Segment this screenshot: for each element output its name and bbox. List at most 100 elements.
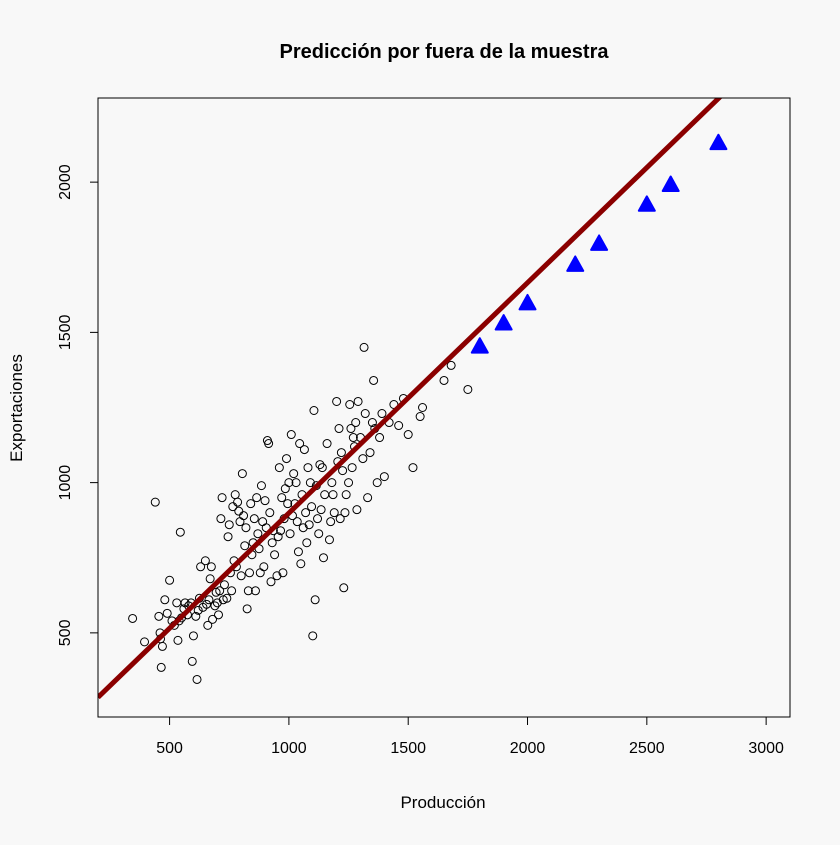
- data-point: [215, 586, 225, 596]
- data-point: [310, 595, 320, 605]
- data-point: [267, 538, 277, 548]
- data-point: [245, 568, 255, 578]
- x-tick-label: 2000: [510, 740, 546, 757]
- fit-line-layer: [98, 98, 723, 700]
- data-point: [329, 508, 339, 518]
- x-tick-label: 500: [156, 740, 183, 757]
- data-point: [206, 562, 216, 572]
- data-point: [352, 505, 362, 515]
- data-point: [128, 613, 138, 623]
- data-point: [369, 375, 379, 385]
- data-point: [216, 514, 226, 524]
- data-point: [336, 448, 346, 458]
- data-point: [334, 424, 344, 434]
- data-point: [344, 478, 354, 488]
- data-point: [360, 409, 370, 419]
- data-point: [272, 571, 282, 581]
- data-point: [214, 610, 224, 620]
- data-point: [239, 511, 249, 521]
- data-point: [252, 493, 262, 503]
- data-point: [270, 550, 280, 560]
- data-point: [156, 662, 166, 672]
- data-point: [296, 559, 306, 569]
- data-point: [358, 454, 368, 464]
- data-point: [439, 375, 449, 385]
- data-point: [193, 605, 203, 615]
- prediction-point: [566, 255, 585, 272]
- data-point: [196, 562, 206, 572]
- data-point: [273, 532, 283, 542]
- data-point: [403, 430, 413, 440]
- data-point: [289, 469, 299, 479]
- data-point: [291, 478, 301, 488]
- data-point: [285, 529, 295, 539]
- data-point: [446, 360, 456, 370]
- data-point: [338, 466, 348, 476]
- data-point: [351, 418, 361, 428]
- data-point: [157, 641, 167, 651]
- data-point: [200, 556, 210, 566]
- x-tick-label: 1000: [271, 740, 307, 757]
- data-point: [353, 396, 363, 406]
- data-point: [187, 656, 197, 666]
- data-point: [250, 586, 260, 596]
- data-point: [379, 472, 389, 482]
- data-point: [227, 586, 237, 596]
- data-point: [339, 583, 349, 593]
- data-point: [277, 493, 287, 503]
- data-point: [286, 430, 296, 440]
- data-point: [283, 499, 293, 509]
- data-point: [192, 674, 202, 684]
- data-point: [284, 478, 294, 488]
- data-point: [301, 508, 311, 518]
- prediction-point: [637, 195, 656, 212]
- data-point: [154, 611, 164, 621]
- data-point: [224, 520, 234, 530]
- prediction-point: [590, 234, 609, 251]
- data-point: [307, 502, 317, 512]
- data-point: [150, 497, 160, 507]
- data-point: [173, 635, 183, 645]
- data-point: [322, 439, 332, 449]
- data-point: [415, 412, 425, 422]
- y-tick-label: 1000: [57, 465, 74, 501]
- data-point: [324, 535, 334, 545]
- data-point: [240, 541, 250, 551]
- data-point: [236, 571, 246, 581]
- prediction-point: [709, 133, 728, 151]
- data-point: [256, 481, 266, 491]
- data-point: [191, 611, 201, 621]
- data-point: [367, 418, 377, 428]
- data-point: [363, 493, 373, 503]
- prediction-points-layer: [470, 133, 728, 354]
- data-point: [241, 523, 251, 533]
- data-point: [249, 514, 259, 524]
- data-point: [314, 529, 324, 539]
- data-point: [408, 463, 418, 473]
- data-point: [328, 490, 338, 500]
- data-point: [293, 547, 303, 557]
- data-point: [347, 463, 357, 473]
- data-point: [375, 433, 385, 443]
- data-point: [298, 523, 308, 533]
- data-point: [188, 631, 198, 641]
- y-axis-label: Exportaciones: [7, 354, 26, 462]
- data-point: [165, 575, 175, 585]
- data-point: [282, 454, 292, 464]
- data-point: [377, 409, 387, 419]
- y-tick-label: 2000: [57, 164, 74, 200]
- data-point: [346, 424, 356, 434]
- prediction-point: [518, 293, 537, 311]
- data-point: [243, 586, 253, 596]
- data-point: [223, 532, 233, 542]
- data-point: [208, 614, 218, 624]
- data-point: [210, 601, 220, 611]
- data-point: [212, 598, 222, 608]
- data-point: [309, 406, 319, 416]
- data-point: [365, 448, 375, 458]
- data-point: [246, 499, 256, 509]
- data-point: [265, 508, 275, 518]
